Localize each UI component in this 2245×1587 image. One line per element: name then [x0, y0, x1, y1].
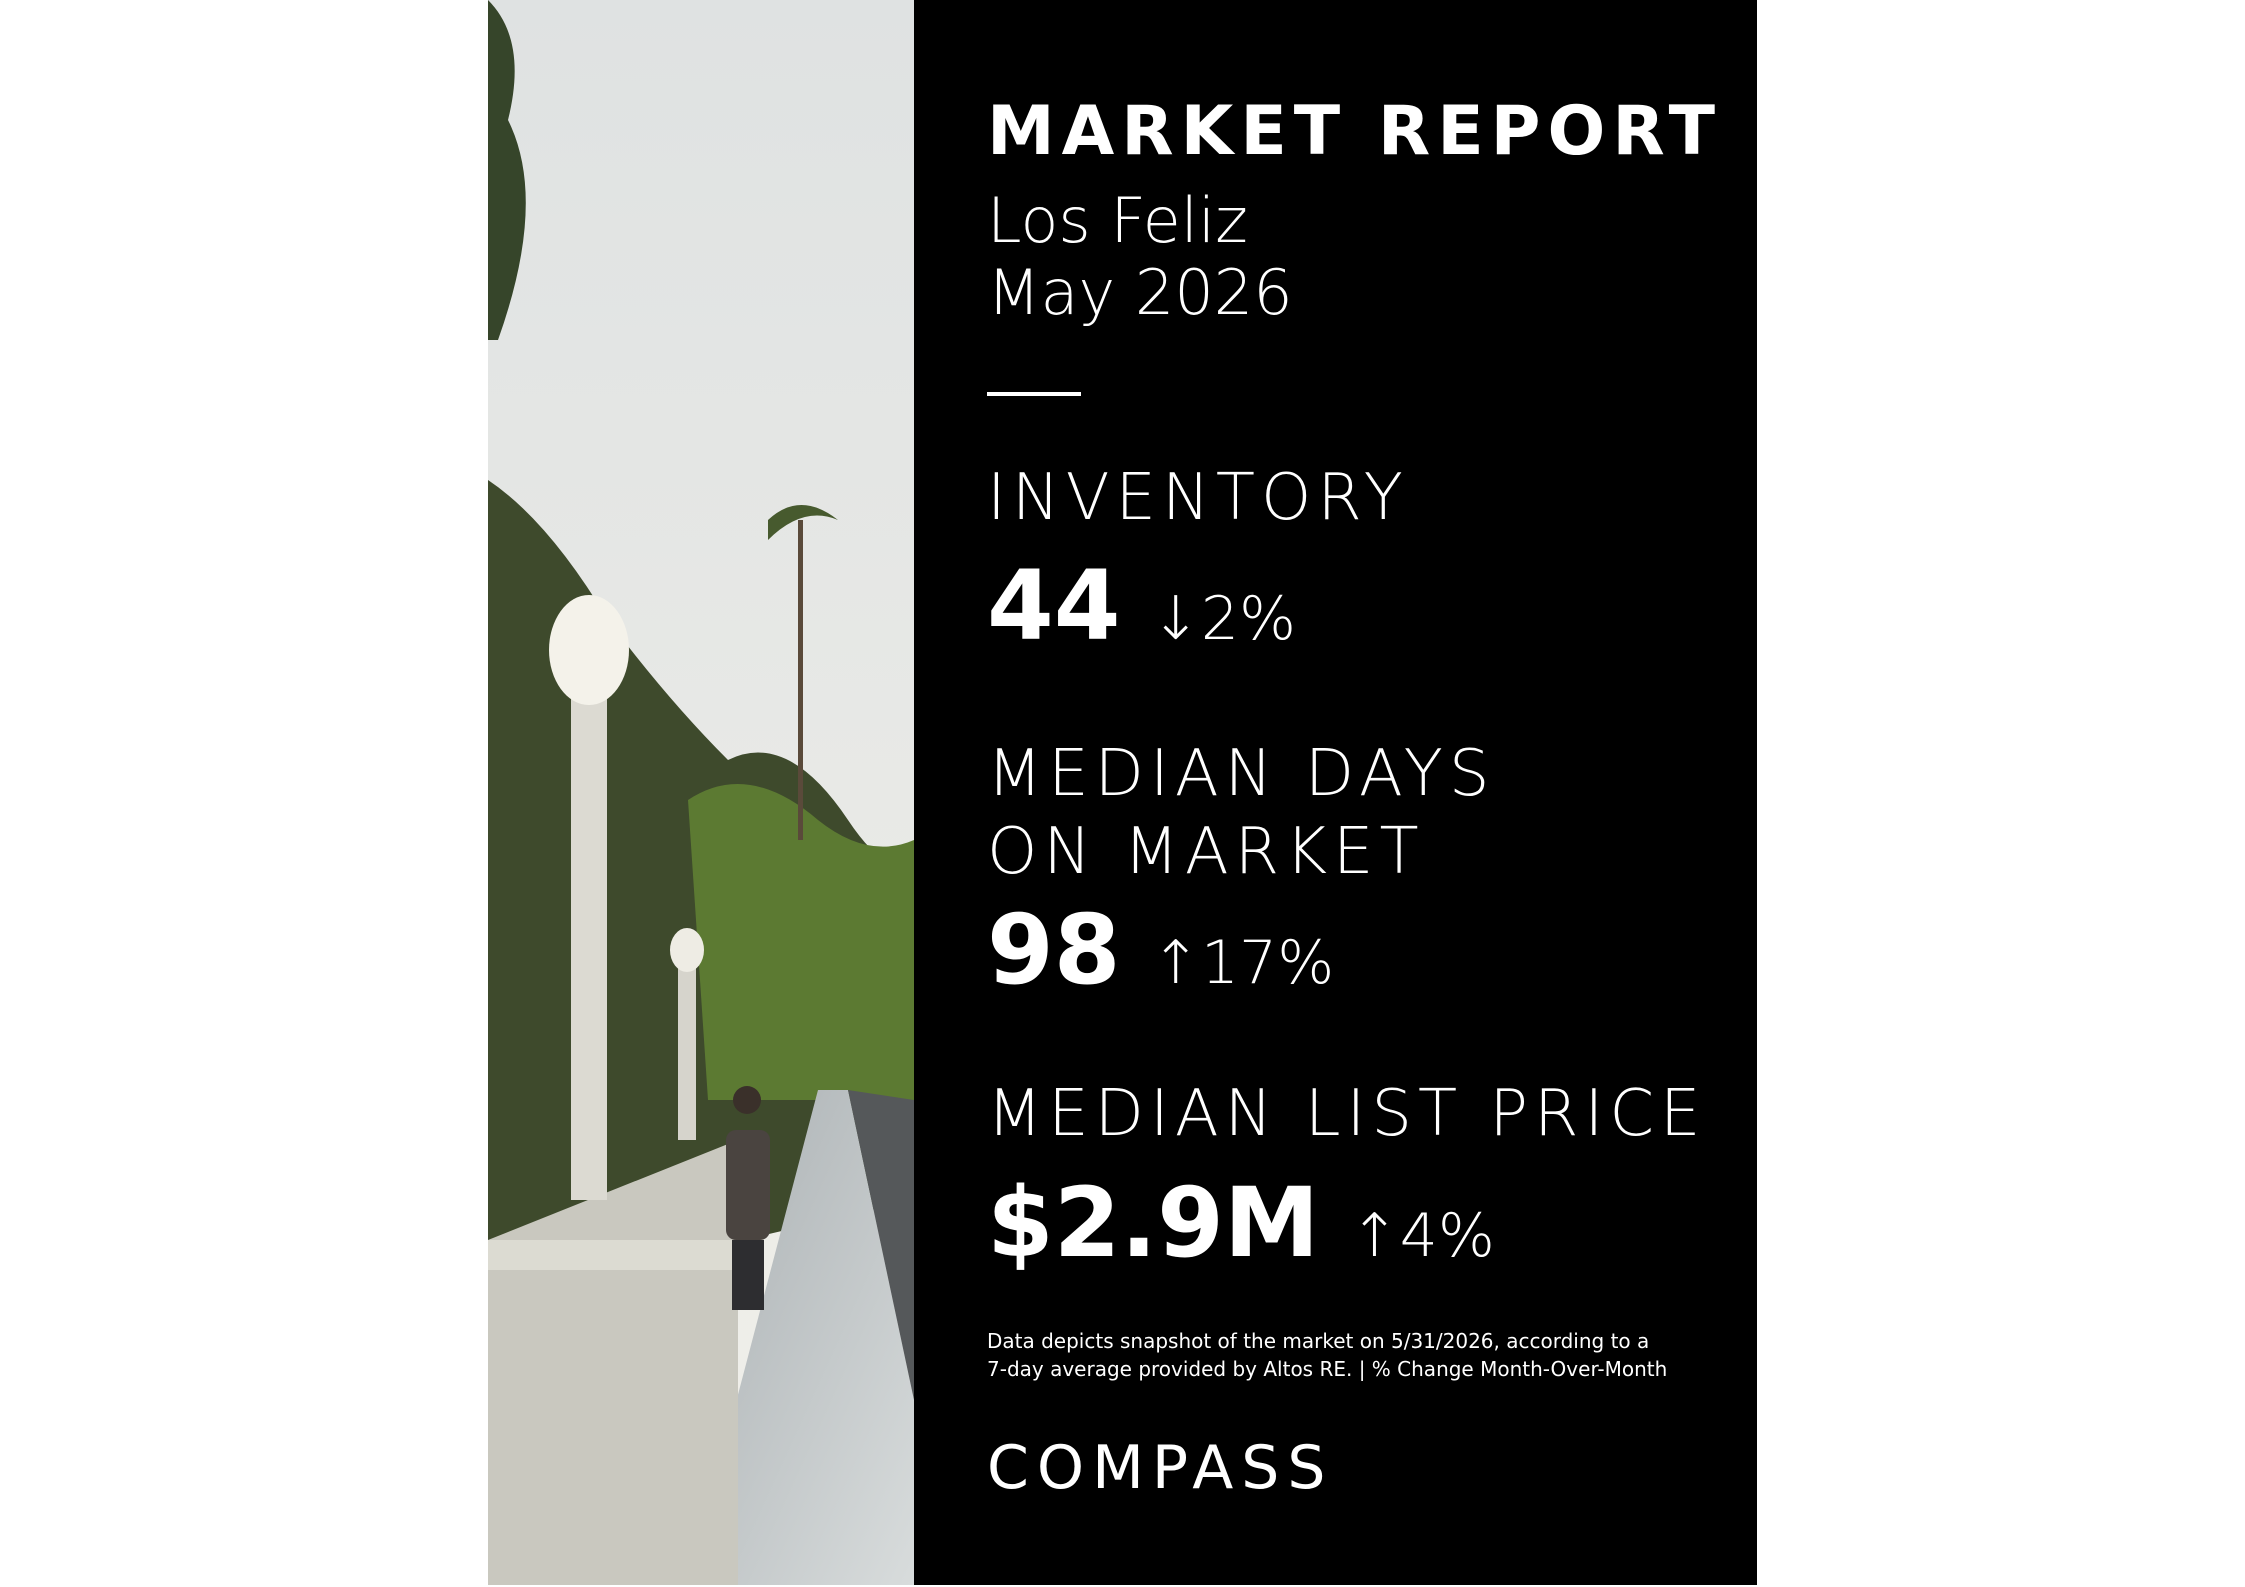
metric-row: $2.9M ↑4% — [987, 1175, 1495, 1271]
date: May 2026 — [987, 256, 1293, 329]
metric-change: ↑17% — [1150, 928, 1335, 998]
metric-value: $2.9M — [987, 1167, 1320, 1279]
metric-change: ↓2% — [1150, 584, 1297, 654]
location: Los Feliz — [987, 184, 1248, 257]
metric-row: 98 ↑17% — [987, 902, 1334, 998]
photo — [488, 0, 914, 1585]
report-panel: MARKET REPORT Los Feliz May 2026 INVENTO… — [914, 0, 1757, 1585]
metric-label: MEDIAN DAYS — [987, 737, 1496, 811]
metric-value: 98 — [987, 894, 1121, 1006]
logo: COMPASS — [987, 1433, 1334, 1503]
title: MARKET REPORT — [987, 92, 1723, 171]
divider — [987, 392, 1081, 396]
metric-value: 44 — [987, 550, 1121, 662]
metric-label: INVENTORY — [987, 461, 1409, 535]
metric-change: ↑4% — [1349, 1201, 1495, 1271]
metric-label: ON MARKET — [987, 815, 1425, 889]
footnote: 7-day average provided by Altos RE. | % … — [987, 1357, 1668, 1381]
metric-label: MEDIAN LIST PRICE — [987, 1077, 1707, 1151]
metric-row: 44 ↓2% — [987, 558, 1296, 654]
footnote: Data depicts snapshot of the market on 5… — [987, 1329, 1650, 1353]
